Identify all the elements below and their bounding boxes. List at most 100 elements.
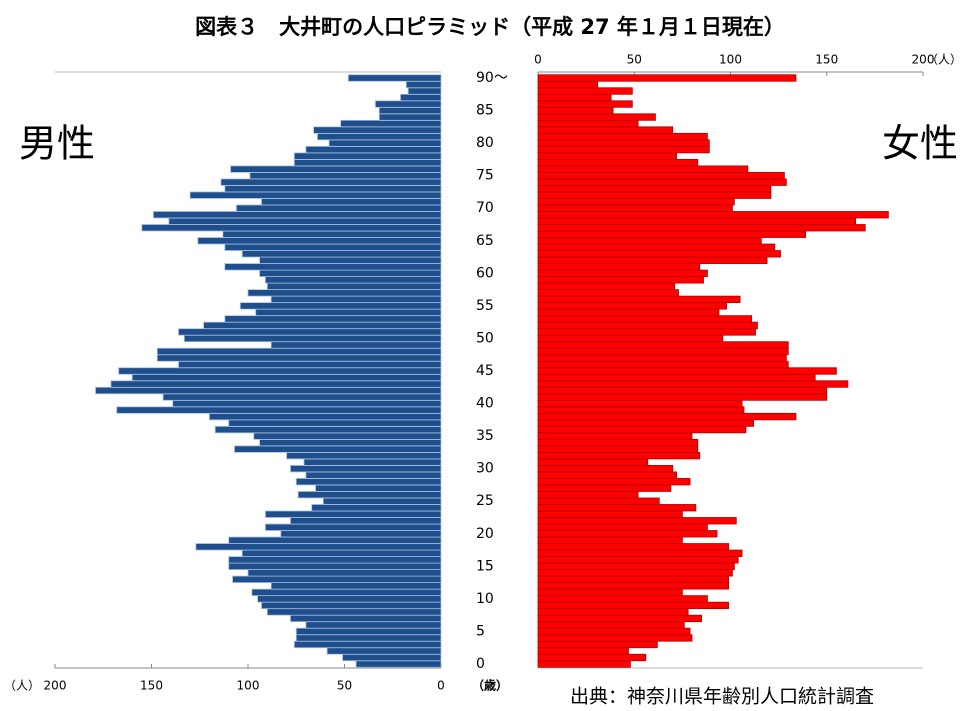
bar (116, 406, 442, 414)
bar (537, 302, 728, 310)
bar (241, 549, 442, 557)
bar (270, 341, 442, 349)
bar (537, 588, 683, 597)
bar (537, 217, 857, 225)
bar (537, 132, 708, 141)
bar (305, 471, 442, 479)
bar (315, 484, 442, 492)
bar (537, 510, 683, 518)
bar (153, 211, 442, 219)
bar (537, 295, 741, 304)
bar (189, 191, 442, 199)
bar (537, 465, 674, 473)
bar (317, 132, 442, 141)
bar (295, 478, 442, 486)
bar (110, 380, 442, 388)
bar (537, 308, 720, 317)
age-label: 30 (476, 461, 494, 477)
bar (264, 276, 442, 284)
bar (537, 139, 710, 147)
bar (537, 504, 697, 512)
axis-unit: （歳） (472, 678, 508, 693)
x-tick-label: 50 (627, 53, 642, 67)
bar (537, 269, 708, 277)
bar (203, 321, 442, 330)
age-label: 80 (476, 135, 494, 151)
bar (537, 569, 733, 577)
bar (197, 237, 442, 245)
bar (537, 575, 729, 584)
bar (178, 328, 442, 336)
bar (537, 484, 672, 492)
bar (214, 425, 442, 434)
series-label: 女性 (882, 122, 958, 166)
bar (259, 256, 442, 264)
bar (537, 276, 704, 284)
bar (183, 334, 442, 343)
bar (322, 497, 442, 505)
bar (537, 549, 743, 557)
bar (537, 211, 889, 219)
bar (257, 595, 442, 603)
axis-unit: （人） (926, 53, 962, 67)
bar (293, 640, 442, 649)
bar (537, 341, 789, 349)
bar (156, 347, 442, 356)
bar (95, 386, 442, 395)
bar (224, 315, 442, 323)
age-label: 45 (476, 363, 494, 379)
bar (537, 386, 828, 395)
bar (374, 100, 442, 108)
bar (537, 380, 849, 388)
x-tick-label: 200 (912, 53, 935, 67)
x-tick-label: 150 (140, 679, 163, 693)
bar (537, 458, 649, 466)
bar (537, 373, 816, 382)
bar (295, 627, 442, 636)
age-label: 20 (476, 526, 494, 542)
bar (537, 621, 685, 629)
bar (378, 106, 442, 115)
bar (280, 530, 442, 538)
x-tick-label: 0 (534, 53, 542, 67)
bar (537, 432, 693, 440)
age-label: 70 (476, 200, 494, 216)
bar (537, 256, 768, 264)
x-tick-label: 100 (237, 679, 260, 693)
bar (537, 224, 866, 232)
bar (537, 647, 629, 655)
bar (195, 543, 442, 551)
bar (261, 601, 442, 610)
bar (537, 250, 781, 258)
age-label: 25 (476, 493, 494, 509)
bar (537, 119, 639, 128)
bar (537, 106, 614, 115)
bar (311, 504, 442, 512)
bar (537, 497, 660, 505)
bar (537, 204, 733, 212)
bar (264, 523, 442, 531)
bar (537, 438, 699, 447)
bar (537, 425, 747, 434)
bar (293, 158, 442, 167)
bar (347, 74, 442, 82)
age-label: 5 (476, 623, 485, 639)
age-label: 60 (476, 265, 494, 281)
bar (537, 556, 739, 564)
bar (537, 230, 806, 238)
bar (537, 178, 787, 186)
bar (537, 412, 797, 421)
bar (251, 588, 442, 597)
bar (537, 243, 776, 251)
bar (537, 562, 735, 570)
bar (537, 406, 745, 414)
bar (241, 250, 442, 258)
bar (537, 601, 729, 610)
bar (232, 575, 442, 584)
bar (305, 621, 442, 629)
bar (342, 653, 442, 662)
bar (340, 119, 442, 128)
bar (378, 113, 442, 121)
bar (537, 399, 743, 408)
bar (537, 321, 758, 330)
